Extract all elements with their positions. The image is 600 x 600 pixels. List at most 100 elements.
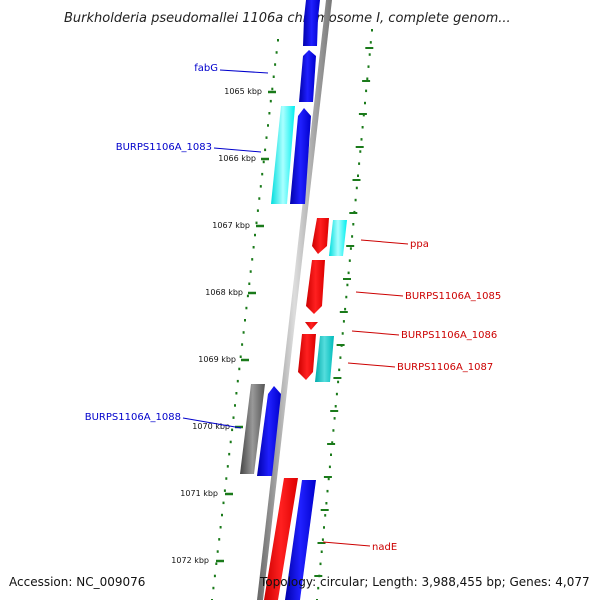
gene-label-1085[interactable]: BURPS1106A_1085: [355, 291, 501, 302]
gene-label-fabG[interactable]: fabG: [194, 63, 269, 74]
inner-dot-guide-dot: [234, 404, 236, 407]
gene-label-text[interactable]: ppa: [410, 239, 429, 250]
gene-label-ppa[interactable]: ppa: [360, 239, 429, 250]
outer-dot-guide-dot: [339, 356, 342, 359]
outer-dot-guide-dot: [346, 283, 349, 287]
outer-dot-guide-dot: [354, 198, 357, 202]
outer-dot-guide-dot: [321, 538, 324, 541]
topology-text: Topology: circular; Length: 3,988,455 bp…: [259, 575, 590, 589]
outer-dot-guide-dot: [360, 138, 363, 141]
outer-dot-guide-dot: [324, 514, 327, 517]
outer-dot-guide-dot: [328, 465, 331, 469]
gene-arrow-1087[interactable]: [298, 334, 316, 380]
tick-mark: 1068 kbp: [205, 288, 256, 297]
outer-dot-guide-dot: [371, 29, 373, 32]
gene-label-1083[interactable]: BURPS1106A_1083: [116, 142, 262, 153]
gene-label-text[interactable]: fabG: [194, 63, 218, 74]
outer-dot-guide-dot: [320, 550, 323, 553]
outer-dot-guide-dot: [368, 53, 371, 56]
gene-block-teal-1087[interactable]: [315, 336, 334, 382]
inner-dot-guide-dot: [251, 258, 254, 261]
outer-dot-guide-dot: [327, 477, 330, 481]
outer-dot-guide-dot: [349, 247, 352, 250]
gene-label-1086[interactable]: BURPS1106A_1086: [351, 330, 497, 341]
gene-arrow-nadE-forward[interactable]: [285, 480, 316, 600]
gene-arrow-1088[interactable]: [257, 386, 281, 476]
inner-dot-guide-dot: [244, 319, 246, 322]
gene-arrow-1083[interactable]: [290, 108, 311, 204]
gene-block-gray-1088[interactable]: [240, 384, 265, 474]
accession-text: Accession: NC_009076: [9, 575, 145, 589]
inner-dot-guide-dot: [262, 160, 265, 164]
gene-arrow-nadE[interactable]: [264, 478, 298, 600]
tick-mark: 1071 kbp: [180, 489, 233, 498]
outer-dot-guide-dot: [369, 41, 372, 44]
outer-dot-guide-dot: [319, 562, 322, 566]
inner-dot-guide-dot: [241, 343, 244, 346]
gene-label-1088[interactable]: BURPS1106A_1088: [85, 412, 242, 429]
outer-dot-guide-dot: [337, 380, 340, 384]
outer-dot-guide-dot: [355, 186, 358, 190]
inner-dot-guide-dot: [268, 112, 271, 115]
dotted-guides: [211, 29, 374, 600]
outer-dot-guide-dot: [366, 77, 369, 80]
inner-dot-guide-dot: [267, 124, 269, 127]
gene-arrow-1085[interactable]: [306, 260, 325, 314]
outer-dot-guide-dot: [361, 126, 364, 129]
tick-mark: 1070 kbp: [192, 422, 243, 431]
gene-block-cyan-1083[interactable]: [271, 106, 295, 204]
inner-dot-guide-dot: [213, 574, 216, 578]
inner-dot-guide-dot: [261, 172, 264, 176]
outer-dot-guide-dot: [345, 295, 348, 299]
inner-dot-guide-dot: [269, 99, 272, 103]
outer-dot-guide-dot: [347, 271, 350, 275]
inner-dot-guide-dot: [228, 452, 231, 456]
inner-dot-guide-dot: [219, 526, 222, 529]
outer-dot-guide-dot: [341, 332, 344, 335]
gene-label-text[interactable]: BURPS1106A_1087: [397, 362, 493, 373]
inner-dot-guide-dot: [223, 489, 226, 492]
outer-dot-guide-dot: [351, 235, 354, 238]
outer-dot-guide-dot: [325, 502, 328, 505]
tick-label: 1066 kbp: [218, 154, 256, 163]
gene-label-nadE[interactable]: nadE: [322, 541, 397, 553]
inner-dot-guide-dot: [245, 306, 248, 310]
inner-dot-guide-dot: [239, 355, 242, 358]
outer-dot-guide-dot: [332, 429, 335, 432]
outer-dot-guide-dot: [334, 405, 337, 408]
tick-mark: 1065 kbp: [224, 87, 276, 96]
gene-block-cyan-ppa[interactable]: [329, 220, 347, 256]
gene-label-text[interactable]: BURPS1106A_1088: [85, 412, 181, 423]
tick-label: 1065 kbp: [224, 87, 262, 96]
inner-dot-guide-dot: [229, 440, 232, 444]
outer-dot-guide-dot: [331, 441, 334, 444]
gene-label-text[interactable]: BURPS1106A_1083: [116, 142, 212, 153]
inner-dot-guide-dot: [231, 428, 234, 432]
tick-label: 1068 kbp: [205, 288, 243, 297]
gene-label-text[interactable]: nadE: [372, 542, 397, 553]
gene-arrow-ppa[interactable]: [312, 218, 329, 254]
gene-label-1087[interactable]: BURPS1106A_1087: [347, 362, 493, 373]
outer-dot-guide-dot: [342, 320, 345, 323]
gene-label-text[interactable]: BURPS1106A_1086: [401, 330, 497, 341]
gene-arrow-1086[interactable]: [305, 322, 318, 330]
inner-dot-guide-dot: [271, 87, 274, 91]
tick-label: 1069 kbp: [198, 355, 236, 364]
outer-dot-guide-dot: [335, 392, 338, 396]
tick-mark: 1066 kbp: [218, 154, 269, 163]
gene-arrow-fabG[interactable]: [299, 50, 316, 102]
inner-dot-guide-dot: [235, 392, 238, 395]
tick-label: 1071 kbp: [180, 489, 218, 498]
gene-label-text[interactable]: BURPS1106A_1085: [405, 291, 501, 302]
gene-arrow-forward-top[interactable]: [303, 0, 320, 46]
outer-dot-guide-dot: [362, 113, 365, 117]
inner-dot-guide-dot: [264, 148, 267, 152]
outer-dot-guide-dot: [352, 223, 355, 226]
inner-dot-guide-dot: [238, 367, 241, 371]
inner-dot-guide-dot: [248, 282, 251, 285]
inner-dot-guide-dot: [255, 221, 258, 225]
inner-dot-guide-dot: [265, 136, 268, 139]
outer-dot-guide-dot: [317, 586, 320, 590]
gene-features: [240, 0, 347, 600]
outer-dot-guide-dot: [358, 162, 361, 165]
